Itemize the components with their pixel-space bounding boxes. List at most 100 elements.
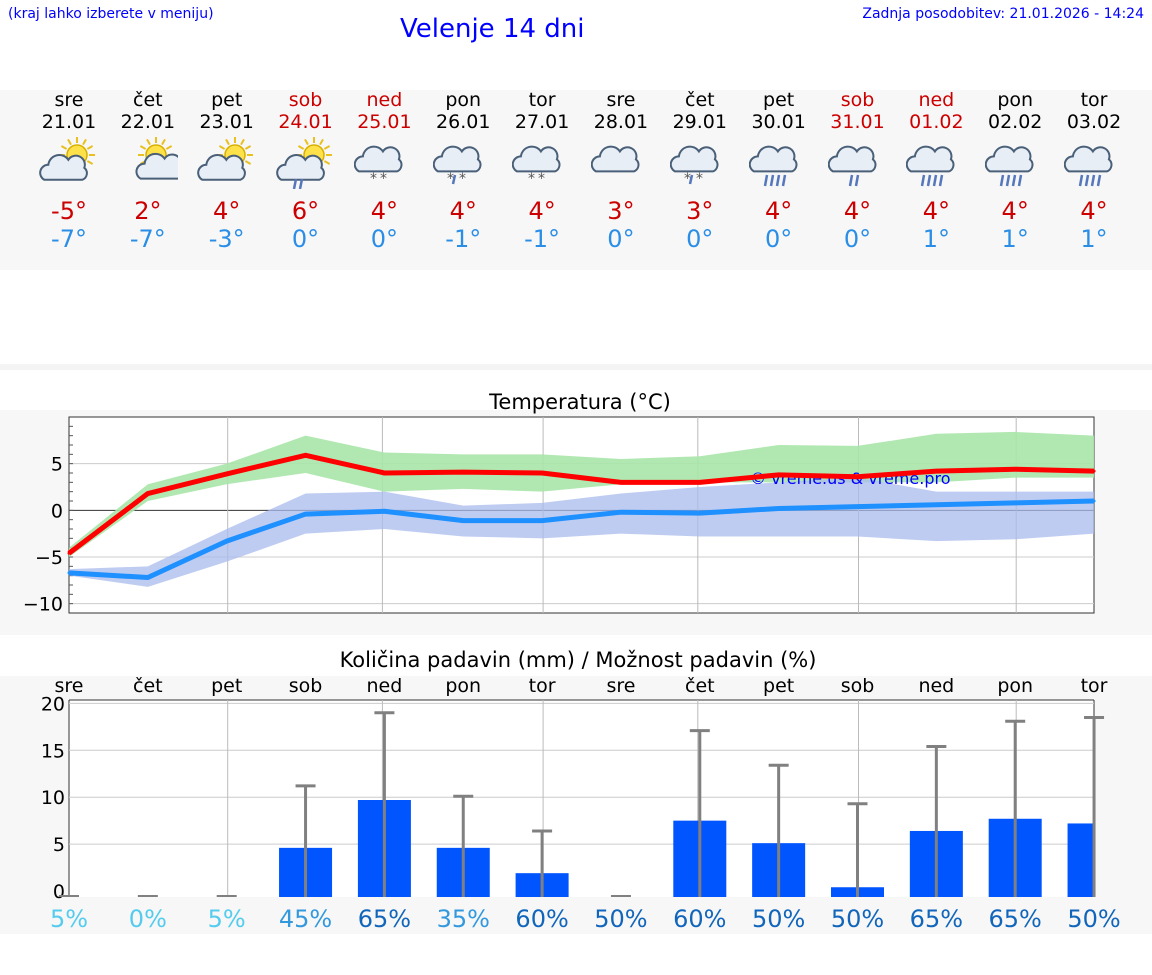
min-temp-line bbox=[68, 498, 1095, 581]
min-temp-point bbox=[777, 506, 781, 510]
temperature-chart: Temperatura (°C)50−5−10© vreme.us & vrem… bbox=[23, 390, 1096, 616]
min-temp-point bbox=[1013, 501, 1017, 505]
max-temp-point bbox=[777, 473, 781, 477]
day-date: 24.01 bbox=[278, 111, 333, 133]
temp-max: 4° bbox=[1080, 197, 1108, 225]
sun-cloud-icon bbox=[196, 137, 253, 181]
precip-tick-label: 5 bbox=[53, 834, 65, 856]
min-temp-point bbox=[540, 519, 544, 523]
temp-min: 0° bbox=[291, 225, 320, 253]
day-name: ned bbox=[918, 89, 955, 111]
svg-text:*: * bbox=[684, 171, 691, 187]
precip-day-label: sre bbox=[606, 675, 635, 697]
svg-text:*: * bbox=[528, 171, 535, 187]
precip-day-label: tor bbox=[529, 675, 556, 697]
temp-min: -7° bbox=[129, 225, 166, 253]
day-date: 03.02 bbox=[1066, 111, 1122, 133]
temp-min: 0° bbox=[765, 225, 793, 253]
day-name: čet bbox=[133, 89, 163, 111]
precip-probability: 50% bbox=[1067, 905, 1120, 933]
max-temp-point bbox=[698, 480, 702, 484]
temp-min: -1° bbox=[445, 225, 482, 253]
max-temp-point bbox=[540, 471, 544, 475]
cloud-snow-icon: * * bbox=[512, 145, 561, 187]
temp-min: 0° bbox=[370, 225, 399, 253]
min-temp-point bbox=[1092, 499, 1096, 503]
day-date: 02.02 bbox=[987, 111, 1043, 133]
day-column: pon 02.02 bbox=[975, 89, 1055, 133]
temp-min: -3° bbox=[208, 225, 245, 253]
temp-max: 3° bbox=[607, 197, 635, 225]
sun-cloud-rain-icon bbox=[275, 137, 332, 189]
precip-probability: 35% bbox=[437, 905, 490, 933]
precip-chart-title: Količina padavin (mm) / Možnost padavin … bbox=[340, 648, 817, 672]
max-temp-point bbox=[382, 471, 386, 475]
day-date: 22.01 bbox=[120, 111, 176, 133]
cloud-snow-icon: * * bbox=[354, 145, 403, 187]
day-date: 21.01 bbox=[41, 111, 97, 133]
precip-probability: 50% bbox=[594, 905, 647, 933]
precip-probability: 60% bbox=[515, 905, 568, 933]
day-name: sob bbox=[840, 89, 875, 111]
temp-chart-title: Temperatura (°C) bbox=[488, 390, 671, 414]
min-temp-point bbox=[146, 576, 150, 580]
temp-max: 4° bbox=[528, 197, 556, 225]
temp-max: 6° bbox=[291, 197, 320, 225]
precip-day-label: pon bbox=[997, 675, 1033, 697]
temp-tick-label: −10 bbox=[23, 594, 63, 616]
day-date: 01.02 bbox=[909, 111, 964, 133]
temp-min: 0° bbox=[607, 225, 635, 253]
svg-text:*: * bbox=[447, 171, 454, 187]
day-name: tor bbox=[528, 89, 556, 111]
cloud-icon bbox=[590, 145, 640, 173]
cloud-sleet-icon: * * bbox=[433, 145, 482, 187]
day-column: ned 25.01 bbox=[344, 89, 424, 133]
max-temp-point bbox=[1013, 467, 1017, 471]
temp-min: -7° bbox=[51, 225, 87, 253]
min-temp-point bbox=[698, 511, 702, 515]
precip-probability: 65% bbox=[358, 905, 411, 933]
min-temp-point bbox=[619, 510, 623, 514]
day-name: sob bbox=[288, 89, 323, 111]
svg-text:*: * bbox=[370, 171, 377, 187]
day-column: ned 01.02 bbox=[896, 89, 976, 133]
temp-max: 3° bbox=[686, 197, 714, 225]
min-temp-point bbox=[225, 539, 229, 543]
max-temp-point bbox=[225, 472, 229, 476]
max-temp-point bbox=[619, 480, 623, 484]
day-column: sob 31.01 bbox=[818, 89, 898, 133]
svg-text:*: * bbox=[696, 171, 703, 187]
min-temp-point bbox=[382, 509, 386, 513]
svg-text:*: * bbox=[459, 171, 466, 187]
min-temp-point bbox=[461, 519, 465, 523]
page-title: Velenje 14 dni bbox=[400, 14, 585, 44]
precip-day-label: pet bbox=[211, 675, 242, 697]
day-name: sre bbox=[54, 89, 84, 111]
precip-day-label: pon bbox=[445, 675, 481, 697]
cloud-sleet-icon: * * bbox=[669, 145, 719, 187]
precip-tick-label: 0 bbox=[53, 881, 65, 903]
day-date: 26.01 bbox=[436, 111, 491, 133]
max-temp-point bbox=[146, 492, 150, 496]
precip-probability: 5% bbox=[50, 905, 88, 933]
day-date: 31.01 bbox=[830, 111, 885, 133]
svg-text:*: * bbox=[380, 171, 387, 187]
day-column: pet 23.01 bbox=[187, 89, 267, 133]
day-name: tor bbox=[1080, 89, 1108, 111]
precip-day-label: ned bbox=[918, 675, 954, 697]
day-column: sre 28.01 bbox=[581, 89, 661, 133]
day-name: pet bbox=[211, 89, 243, 111]
min-temp-point bbox=[67, 571, 71, 575]
max-temp-point bbox=[856, 475, 859, 479]
temp-max: 4° bbox=[922, 197, 950, 225]
forecast-band bbox=[0, 90, 1152, 270]
header-hint: (kraj lahko izberete v meniju) bbox=[8, 6, 214, 22]
temp-min: -1° bbox=[524, 225, 561, 253]
precip-day-label: sre bbox=[55, 675, 84, 697]
temp-tick-label: 5 bbox=[51, 454, 63, 476]
day-column: sob 24.01 bbox=[266, 89, 346, 133]
temp-max: 4° bbox=[843, 197, 872, 225]
day-date: 30.01 bbox=[751, 111, 806, 133]
max-temp-point bbox=[461, 470, 465, 474]
precip-probability: 60% bbox=[673, 905, 726, 933]
